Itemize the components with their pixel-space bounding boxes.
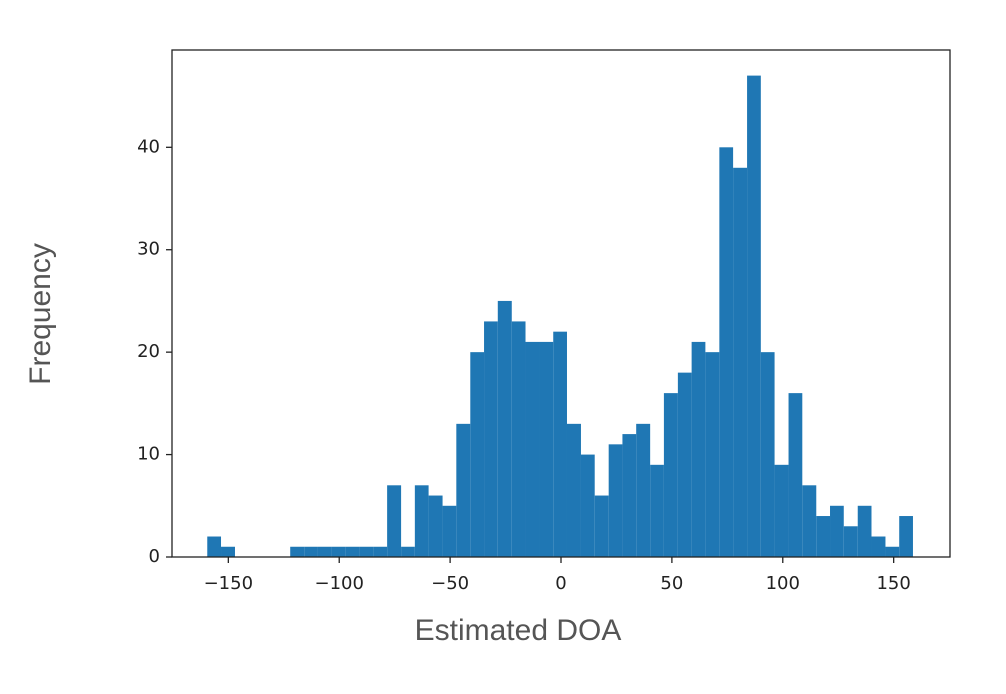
bar	[345, 546, 360, 557]
x-tick-label: 0	[555, 573, 566, 594]
bar	[539, 341, 554, 557]
bar	[414, 485, 429, 557]
bar	[650, 464, 664, 557]
bar	[566, 423, 581, 557]
bar	[359, 546, 374, 557]
bar	[747, 75, 761, 557]
bar	[207, 536, 222, 557]
bar	[221, 546, 235, 557]
bar	[484, 321, 498, 557]
bar	[442, 505, 457, 557]
bar	[663, 393, 678, 557]
bar	[470, 352, 485, 557]
bar	[497, 300, 512, 557]
bar	[719, 147, 734, 557]
x-tick-label: −150	[204, 573, 253, 594]
bar	[774, 464, 789, 557]
bar	[760, 352, 775, 557]
bar	[401, 546, 415, 557]
bar	[677, 372, 692, 557]
bar	[802, 485, 817, 557]
bar	[511, 321, 526, 557]
bar	[636, 423, 651, 557]
bar	[843, 526, 858, 557]
x-tick-label: −100	[314, 573, 363, 594]
y-axis-label: Frequency	[24, 243, 57, 385]
y-tick-label: 10	[137, 444, 160, 465]
x-tick-label: 50	[660, 573, 683, 594]
bar	[580, 454, 595, 557]
bar	[885, 546, 900, 557]
bar	[525, 341, 540, 557]
bar	[290, 546, 305, 557]
bar	[331, 546, 346, 557]
bar	[608, 444, 623, 557]
x-axis-label: Estimated DOA	[415, 614, 622, 647]
bar	[733, 167, 748, 557]
y-tick-label: 0	[149, 546, 160, 567]
bar	[871, 536, 886, 557]
bar	[691, 341, 706, 557]
x-tick-label: 100	[766, 573, 800, 594]
bar	[304, 546, 318, 557]
x-tick-label: −50	[431, 573, 469, 594]
y-tick-label: 20	[137, 341, 160, 362]
bar	[456, 423, 471, 557]
bar	[317, 546, 332, 557]
bar	[899, 516, 913, 557]
bar	[622, 434, 637, 557]
bar	[428, 495, 443, 557]
bar	[857, 505, 872, 557]
bar	[830, 505, 844, 557]
bar	[387, 485, 402, 557]
y-tick-label: 40	[137, 136, 160, 157]
bar	[373, 546, 388, 557]
y-tick-label: 30	[137, 239, 160, 260]
bar	[705, 352, 720, 557]
bar	[788, 393, 803, 557]
bar	[594, 495, 609, 557]
bar	[816, 516, 831, 557]
bar	[553, 331, 567, 557]
x-tick-label: 150	[876, 573, 910, 594]
